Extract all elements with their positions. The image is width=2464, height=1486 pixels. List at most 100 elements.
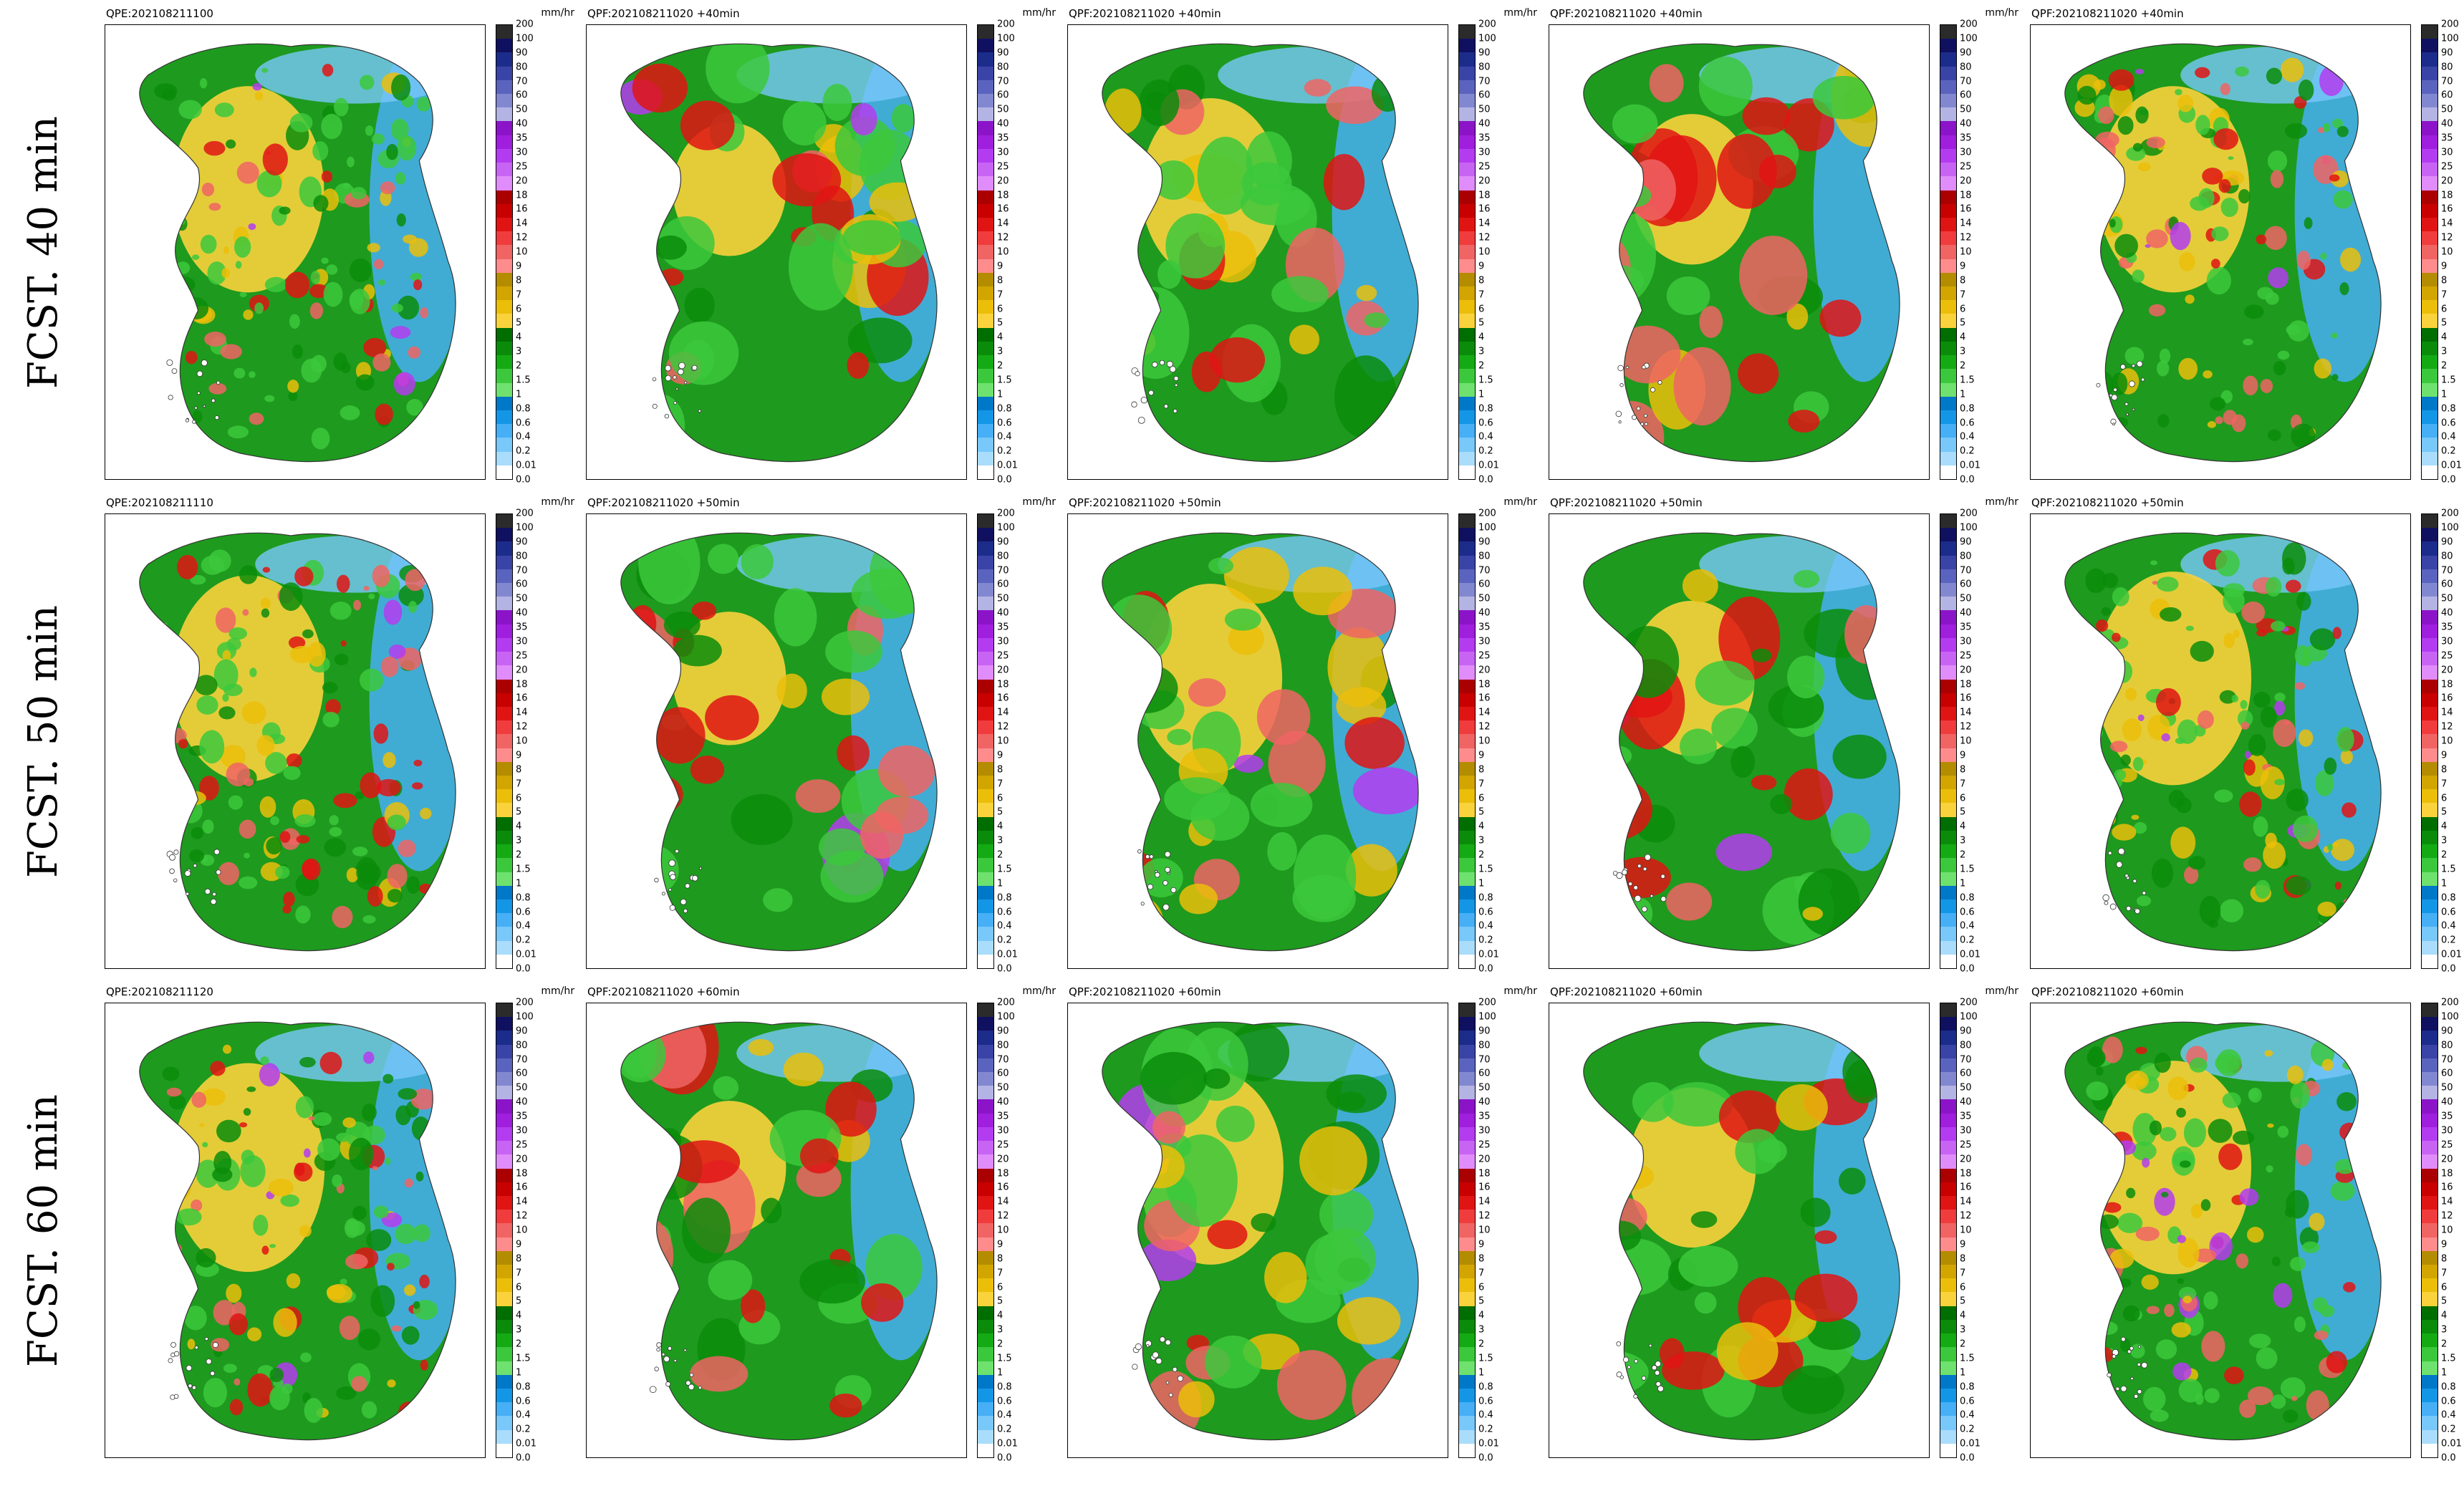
rain-cell — [2122, 718, 2142, 742]
rain-cell — [299, 1056, 316, 1068]
colorbar-segment — [1459, 451, 1475, 466]
rain-cell — [340, 361, 351, 374]
colorbar-segment — [2422, 79, 2437, 95]
rain-cell — [349, 258, 372, 282]
rain-cell — [1673, 347, 1731, 426]
rain-cell — [398, 1088, 418, 1100]
colorbar-segment — [496, 624, 512, 639]
colorbar-tick-label: 3 — [2441, 1324, 2448, 1336]
colorbar-tick-label: 18 — [997, 679, 1009, 690]
colorbar-tick-label: 20 — [2441, 665, 2453, 676]
colorbar-tick-label: 8 — [516, 275, 522, 286]
rain-cell — [351, 1376, 367, 1392]
rain-cell — [2151, 858, 2174, 888]
island — [166, 359, 173, 366]
colorbar-tick-label: 200 — [1478, 997, 1496, 1008]
rain-cell — [332, 1174, 342, 1187]
rain-cell — [1612, 1163, 1655, 1190]
rain-cell — [2206, 266, 2231, 295]
colorbar-segment — [1459, 872, 1475, 887]
colorbar-segment — [496, 1168, 512, 1183]
rain-cell — [1371, 74, 1404, 112]
colorbar-segment — [496, 803, 512, 818]
rain-cell — [1819, 299, 1862, 337]
colorbar-tick-label: 7 — [1478, 778, 1485, 790]
rain-cell — [2204, 1388, 2220, 1404]
colorbar-tick-label: 6 — [1478, 1282, 1485, 1293]
colorbar-segment — [978, 652, 993, 666]
colorbar-segment — [1940, 1319, 1956, 1334]
rain-cell — [228, 1313, 249, 1336]
colorbar-tick-label: 20 — [997, 665, 1009, 676]
rain-cell — [265, 752, 287, 774]
rain-cell — [2085, 1338, 2097, 1349]
rain-cell — [2178, 1379, 2203, 1403]
colorbar-tick-label: 4 — [516, 332, 522, 343]
rain-cell — [2255, 879, 2271, 899]
colorbar-segment — [978, 1265, 993, 1279]
colorbar-tick-label: 0.0 — [1478, 474, 1493, 486]
colorbar-segment — [2422, 830, 2437, 845]
rain-cell — [239, 819, 256, 839]
rain-cell — [344, 1218, 360, 1238]
colorbar-tick-label: 200 — [2441, 508, 2459, 519]
rain-cell — [2339, 247, 2362, 272]
rain-cell — [242, 609, 249, 616]
colorbar-tick-label: 9 — [516, 750, 522, 761]
colorbar-segment — [496, 555, 512, 570]
rain-cell — [2168, 789, 2185, 809]
colorbar-segment — [1459, 1388, 1475, 1403]
rain-cell — [2270, 621, 2286, 632]
rain-cell — [208, 382, 227, 395]
colorbar-tick-label: 25 — [1960, 650, 1972, 662]
rain-cell — [325, 699, 341, 715]
colorbar-segment — [1940, 272, 1956, 287]
colorbar-tick-label: 40 — [1960, 1096, 1972, 1108]
colorbar-tick-label: 16 — [2441, 693, 2453, 704]
rain-cell — [2218, 1143, 2243, 1170]
colorbar-segment — [496, 121, 512, 136]
colorbar-segment — [1459, 1099, 1475, 1114]
rain-cell — [2208, 1119, 2233, 1143]
colorbar-tick-label: 18 — [2441, 190, 2453, 201]
colorbar-tick-label: 200 — [997, 19, 1015, 30]
colorbar-tick-label: 0.6 — [997, 907, 1012, 917]
colorbar-tick-label: 12 — [516, 721, 528, 733]
rain-cell — [1794, 1273, 1858, 1323]
colorbar-segment — [496, 272, 512, 287]
rain-cell — [680, 100, 735, 150]
rain-cell — [822, 84, 852, 121]
colorbar-tick-label: 50 — [1960, 104, 1972, 115]
colorbar-segment — [1940, 1195, 1956, 1210]
rain-cell — [312, 141, 329, 161]
rain-cell — [2176, 1107, 2186, 1118]
rain-cell — [2087, 1147, 2097, 1155]
colorbar-segment — [1940, 954, 1956, 969]
colorbar-segment — [496, 245, 512, 260]
colorbar-tick-label: 0.2 — [997, 1424, 1012, 1435]
rain-cell — [2336, 727, 2354, 752]
rain-cell — [1604, 1157, 1630, 1187]
colorbar-segment — [496, 706, 512, 721]
colorbar-tick-label: 0.01 — [997, 949, 1018, 960]
colorbar-segment — [496, 1402, 512, 1417]
rain-cell — [2102, 1036, 2123, 1063]
colorbar-segment — [1459, 789, 1475, 804]
colorbar-tick-label: 12 — [516, 232, 528, 243]
rain-cell — [1838, 1167, 1866, 1195]
rain-cell — [198, 1123, 206, 1127]
colorbar-segment — [1459, 940, 1475, 955]
rain-cell — [281, 1383, 293, 1394]
rain-cell — [1812, 75, 1875, 120]
colorbar-tick-label: 0.0 — [2441, 963, 2456, 975]
rain-cell — [249, 412, 264, 425]
colorbar-segment — [1940, 451, 1956, 466]
rain-cell — [1228, 623, 1264, 655]
colorbar-tick-label: 18 — [997, 190, 1009, 201]
rain-cell — [1167, 728, 1191, 746]
island — [1657, 380, 1662, 385]
colorbar-tick-label: 0.2 — [1478, 935, 1493, 946]
colorbar-segment — [2422, 679, 2437, 694]
colorbar-tick-label: 20 — [1478, 1154, 1491, 1165]
